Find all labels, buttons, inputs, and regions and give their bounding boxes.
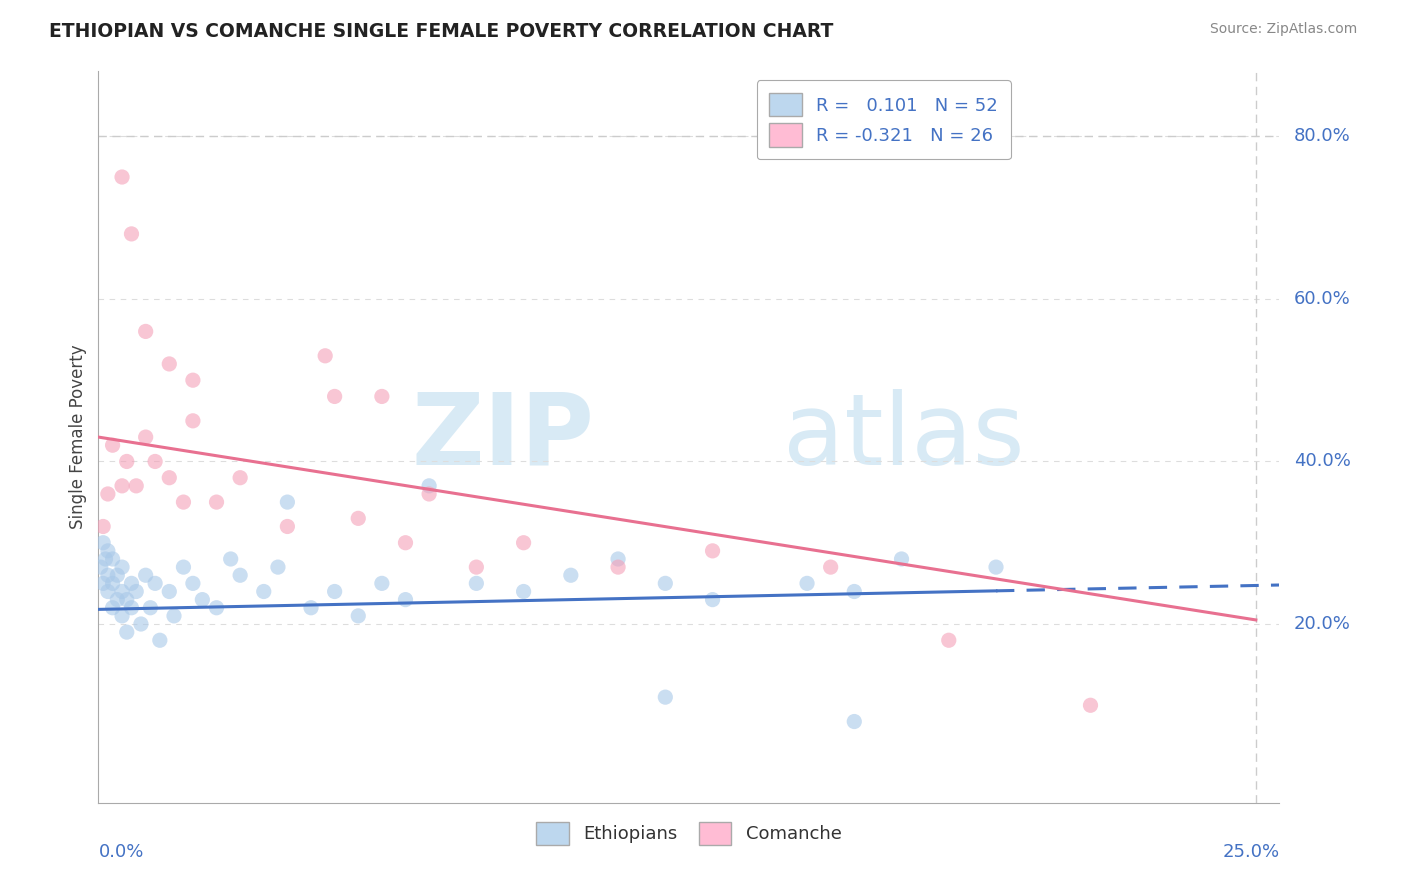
Point (125, 479, 148, 493)
Point (111, 169, 134, 184)
Point (229, 568, 252, 582)
Point (111, 584, 134, 599)
Text: 25.0%: 25.0% (1222, 843, 1279, 861)
Point (135, 568, 157, 582)
Point (91, 576, 114, 591)
Point (654, 576, 676, 591)
Point (97, 584, 120, 599)
Point (299, 600, 322, 615)
Text: 40.0%: 40.0% (1294, 452, 1351, 470)
Point (91, 535, 114, 549)
Point (844, 584, 866, 599)
Point (129, 617, 152, 632)
Text: 0.0%: 0.0% (98, 843, 143, 861)
Point (267, 560, 290, 574)
Point (135, 325, 157, 339)
Point (101, 438, 124, 452)
Text: Source: ZipAtlas.com: Source: ZipAtlas.com (1209, 22, 1357, 37)
Text: atlas: atlas (783, 389, 1025, 485)
Point (219, 552, 242, 566)
Point (512, 535, 534, 549)
Point (253, 584, 276, 599)
Point (276, 495, 298, 509)
Point (844, 714, 866, 729)
Point (205, 600, 228, 615)
Point (347, 511, 370, 525)
Point (105, 568, 128, 582)
Point (111, 608, 134, 623)
Point (607, 560, 630, 574)
Point (465, 560, 488, 574)
Point (984, 560, 1007, 574)
Point (90, 560, 112, 574)
Point (143, 454, 166, 468)
Point (654, 690, 676, 705)
Point (394, 535, 416, 549)
Point (94, 552, 117, 566)
Point (149, 633, 172, 648)
Point (418, 479, 440, 493)
Point (111, 560, 134, 574)
Point (323, 584, 346, 599)
Point (125, 584, 148, 599)
Point (143, 576, 166, 591)
Point (938, 633, 960, 648)
Point (890, 552, 912, 566)
Point (115, 625, 138, 640)
Point (135, 430, 157, 444)
Point (418, 487, 440, 501)
Point (101, 552, 124, 566)
Y-axis label: Single Female Poverty: Single Female Poverty (69, 345, 87, 529)
Point (121, 227, 143, 241)
Point (97, 544, 120, 558)
Point (101, 600, 124, 615)
Point (115, 592, 138, 607)
Text: 60.0%: 60.0% (1294, 290, 1350, 308)
Point (371, 576, 394, 591)
Point (181, 414, 204, 428)
Point (702, 544, 724, 558)
Point (157, 584, 180, 599)
Point (702, 592, 724, 607)
Point (347, 608, 370, 623)
Text: ZIP: ZIP (412, 389, 595, 485)
Point (229, 471, 252, 485)
Point (163, 608, 186, 623)
Legend: Ethiopians, Comanche: Ethiopians, Comanche (529, 814, 849, 852)
Text: 80.0%: 80.0% (1294, 128, 1350, 145)
Point (172, 495, 194, 509)
Point (97, 568, 120, 582)
Point (205, 495, 228, 509)
Text: ETHIOPIAN VS COMANCHE SINGLE FEMALE POVERTY CORRELATION CHART: ETHIOPIAN VS COMANCHE SINGLE FEMALE POVE… (49, 22, 834, 41)
Point (181, 373, 204, 387)
Point (607, 552, 630, 566)
Point (276, 519, 298, 533)
Point (101, 576, 124, 591)
Point (157, 357, 180, 371)
Point (191, 592, 214, 607)
Point (560, 568, 582, 582)
Point (314, 349, 336, 363)
Point (115, 454, 138, 468)
Point (105, 592, 128, 607)
Point (394, 592, 416, 607)
Point (512, 584, 534, 599)
Point (465, 576, 488, 591)
Point (371, 389, 394, 403)
Point (820, 560, 842, 574)
Point (121, 576, 143, 591)
Text: 20.0%: 20.0% (1294, 615, 1351, 633)
Point (97, 487, 120, 501)
Point (323, 389, 346, 403)
Point (157, 471, 180, 485)
Point (181, 576, 204, 591)
Point (111, 479, 134, 493)
Point (91, 519, 114, 533)
Point (172, 560, 194, 574)
Point (139, 600, 162, 615)
Point (121, 600, 143, 615)
Point (1080, 698, 1102, 713)
Point (796, 576, 818, 591)
